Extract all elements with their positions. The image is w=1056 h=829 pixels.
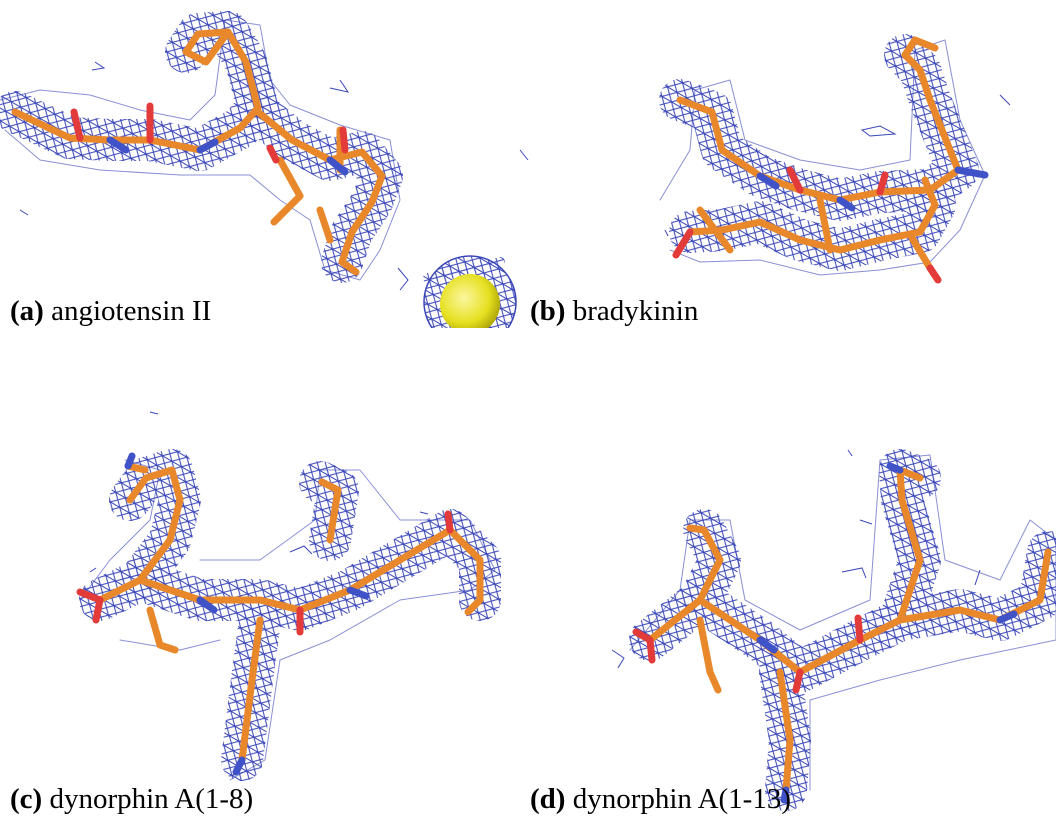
molecule-c: [80, 412, 495, 780]
panel-letter: (a): [10, 295, 44, 327]
panel-letter: (c): [10, 783, 42, 815]
panel-label: (c) dynorphin A(1-8): [10, 783, 253, 815]
panel-label: (b) bradykinin: [530, 295, 699, 327]
panel-name: angiotensin II: [51, 295, 211, 327]
panel-label: (a) angiotensin II: [10, 295, 211, 327]
panel-name: dynorphin A(1-13): [573, 783, 791, 815]
molecule-b: [660, 40, 1010, 280]
panel-name: bradykinin: [573, 295, 699, 327]
panel-letter: (b): [530, 295, 565, 327]
panel-letter: (d): [530, 783, 565, 815]
panel-name: dynorphin A(1-8): [49, 783, 253, 815]
figure: (a) angiotensin II (b) bradykinin (c) dy…: [0, 0, 1056, 829]
molecule-d: [612, 450, 1056, 800]
panel-label: (d) dynorphin A(1-13): [530, 783, 791, 815]
